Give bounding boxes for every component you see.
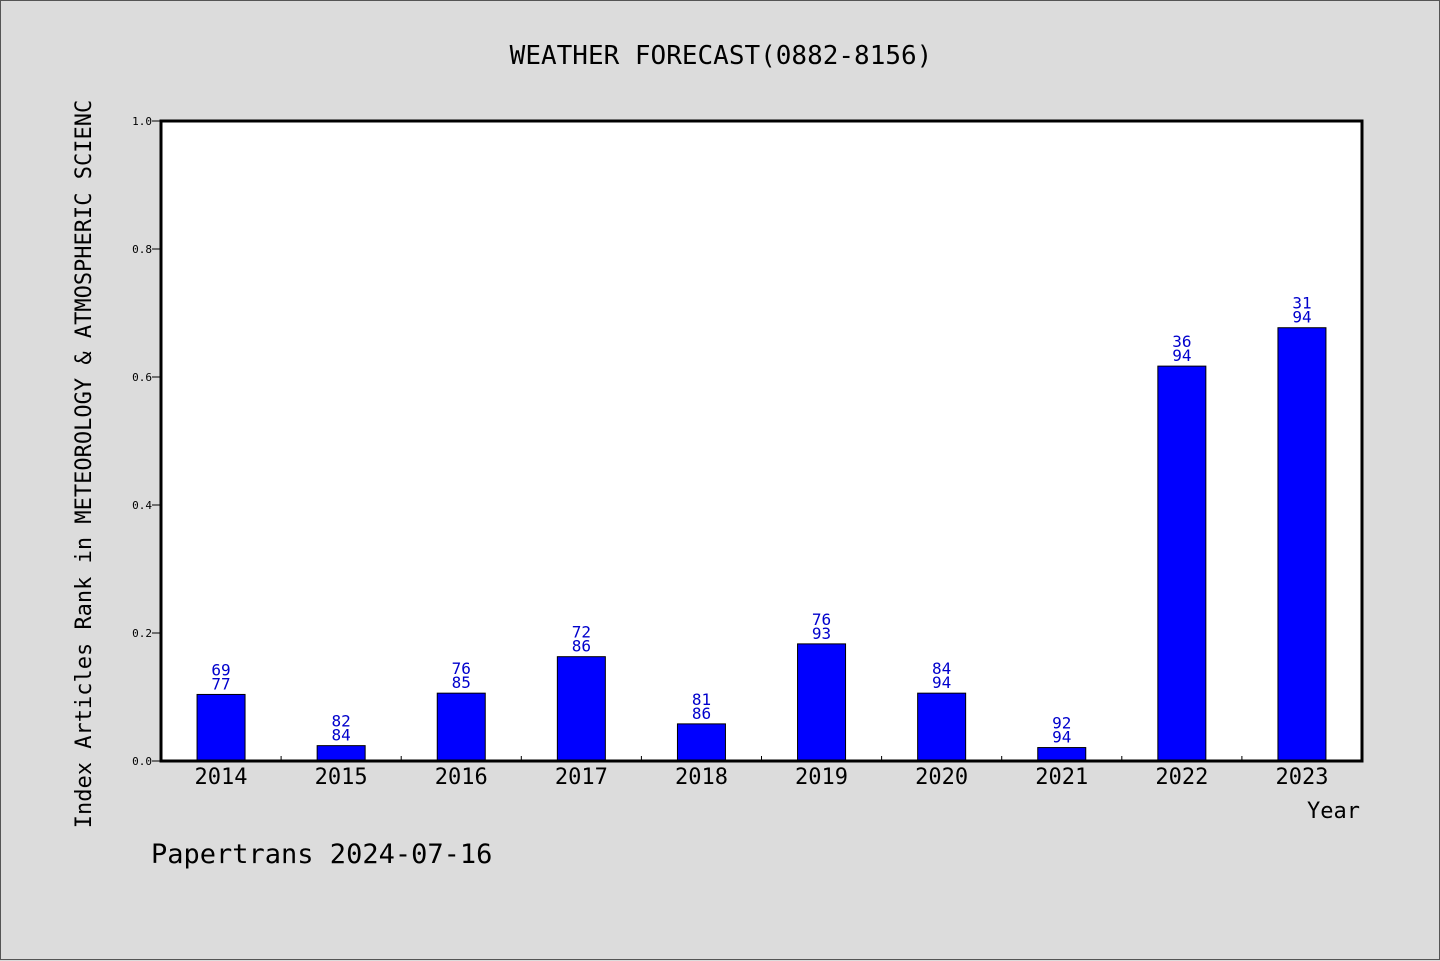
data-label-rank: 81 — [692, 690, 711, 709]
data-label-total: 94 — [1292, 308, 1311, 327]
bar-2021 — [1037, 747, 1087, 762]
bar-2023 — [1277, 327, 1327, 762]
data-label-rank: 92 — [1052, 714, 1071, 733]
data-label-total: 86 — [572, 637, 591, 656]
y-tick-label: 0.4 — [132, 499, 152, 512]
y-tick-label: 0.6 — [132, 371, 152, 384]
bar-2022 — [1157, 365, 1207, 762]
bar-2015 — [316, 745, 366, 762]
y-tick-label: 1.0 — [132, 115, 152, 128]
data-label-rank: 82 — [332, 712, 351, 731]
data-label-rank: 84 — [932, 659, 951, 678]
data-label-rank: 69 — [211, 660, 230, 679]
y-tick-label: 0.8 — [132, 243, 152, 256]
plot-frame — [159, 119, 1364, 763]
bar-2019 — [797, 643, 847, 762]
data-label-rank: 76 — [812, 610, 831, 629]
chart-title: WEATHER FORECAST(0882-8156) — [510, 41, 933, 71]
bar-2018 — [676, 723, 726, 762]
bar-2014 — [196, 693, 246, 762]
x-tick-label: 2020 — [915, 765, 968, 790]
bar-2017 — [556, 656, 606, 762]
data-label-total: 85 — [452, 673, 471, 692]
data-label-total: 94 — [1172, 346, 1191, 365]
data-label-total: 93 — [812, 624, 831, 643]
y-axis-label: Index Articles Rank in METEOROLOGY & ATM… — [72, 100, 97, 828]
y-tick-label: 0.0 — [132, 755, 152, 768]
data-label-total: 94 — [932, 673, 951, 692]
x-tick-label: 2015 — [315, 765, 368, 790]
x-tick-label: 2022 — [1155, 765, 1208, 790]
data-label-total: 84 — [332, 726, 351, 745]
x-tick-label: 2019 — [795, 765, 848, 790]
data-label-rank: 72 — [572, 623, 591, 642]
x-axis-label: Year — [1307, 799, 1360, 824]
footer-source-date: Papertrans 2024-07-16 — [151, 839, 492, 870]
data-label-total: 94 — [1052, 728, 1071, 747]
x-tick-label: 2021 — [1035, 765, 1088, 790]
x-tick-label: 2018 — [675, 765, 728, 790]
x-tick-label: 2017 — [555, 765, 608, 790]
x-tick-label: 2016 — [435, 765, 488, 790]
x-tick-label: 2023 — [1275, 765, 1328, 790]
x-tick-label: 2014 — [195, 765, 248, 790]
bar-2016 — [436, 692, 486, 762]
y-tick-label: 0.2 — [132, 627, 152, 640]
data-label-total: 86 — [692, 704, 711, 723]
data-label-rank: 36 — [1172, 332, 1191, 351]
data-label-rank: 76 — [452, 659, 471, 678]
bar-2020 — [917, 692, 967, 762]
data-label-rank: 31 — [1292, 294, 1311, 313]
data-label-total: 77 — [211, 674, 230, 693]
